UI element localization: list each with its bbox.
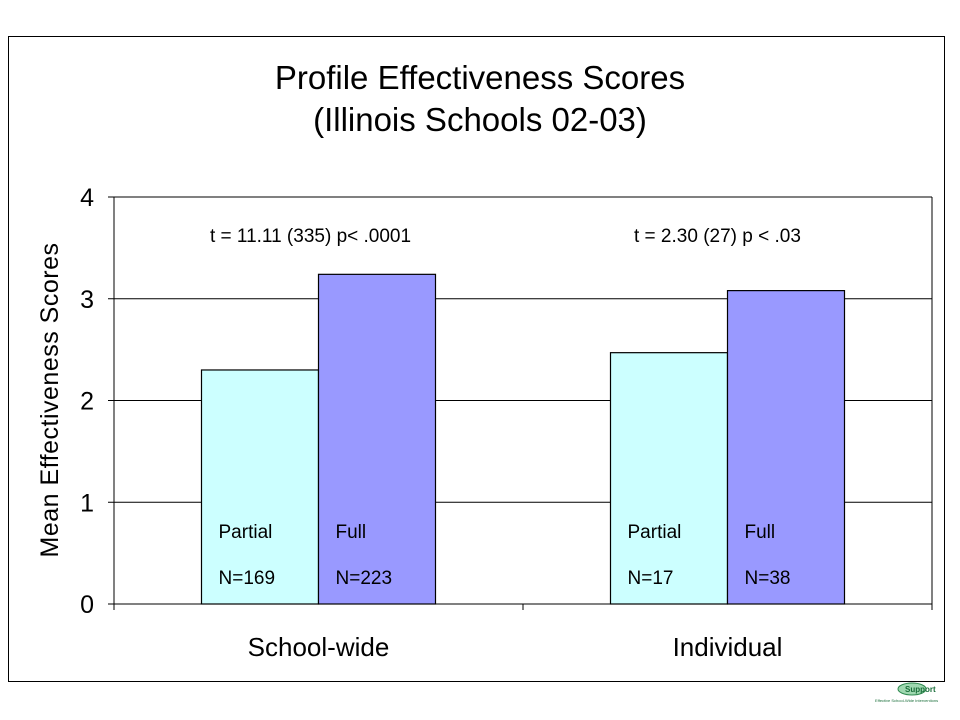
bar-label-series: Partial (628, 522, 682, 543)
bar-label-series: Full (745, 522, 776, 543)
labels: 0 1 2 3 4 School-wide Individual Partial N=169 Fu… (80, 184, 790, 662)
y-axis-label: Mean Effectiveness Scores (36, 243, 64, 558)
logo-text: Support (905, 685, 936, 694)
bar-label-n: N=169 (219, 568, 276, 589)
y-tick-label: 4 (80, 184, 94, 212)
bar-label-n: N=38 (745, 568, 791, 589)
bar (726, 290, 846, 605)
y-tick-label: 1 (80, 489, 94, 517)
chart-title-line-1: Profile Effectiveness Scores (275, 59, 685, 96)
axes (108, 196, 933, 610)
bar-label-series: Full (336, 522, 367, 543)
bar (200, 369, 320, 605)
bar-label-n: N=17 (628, 568, 674, 589)
y-tick-label: 2 (80, 388, 94, 416)
logo-tagline: Effective School-Wide Interventions (875, 698, 938, 703)
bar (317, 273, 437, 605)
chart-title-line-2: (Illinois Schools 02-03) (313, 101, 647, 138)
bar-label-series: Partial (219, 522, 273, 543)
bar-label-n: N=223 (336, 568, 393, 589)
bar (609, 352, 729, 605)
chart-frame (8, 36, 945, 682)
annotation-individual: t = 2.30 (27) p < .03 (634, 226, 801, 247)
y-tick-label: 0 (80, 591, 94, 619)
annotation-school-wide: t = 11.11 (335) p< .0001 (210, 226, 411, 247)
category-label: Individual (673, 632, 783, 662)
y-tick-label: 3 (80, 286, 94, 314)
logo: Support Effective School-Wide Interventi… (875, 682, 938, 703)
bars (200, 273, 846, 605)
category-label: School-wide (248, 632, 390, 662)
